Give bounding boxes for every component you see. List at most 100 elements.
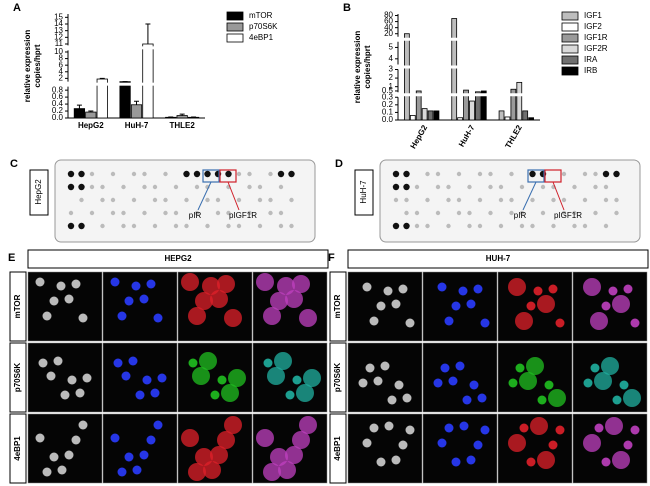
cell: [195, 448, 213, 466]
panel-label: E: [8, 252, 15, 264]
blot-spot: [236, 223, 242, 229]
blot-spot: [403, 183, 410, 191]
legend-label: p70S6K: [249, 22, 278, 31]
blot-spot: [561, 197, 567, 203]
cell: [369, 316, 379, 326]
row-label: mTOR: [333, 294, 342, 318]
legend-label: IRB: [584, 66, 597, 75]
cell: [444, 316, 454, 326]
cell: [157, 373, 167, 383]
axis-break: [69, 82, 206, 86]
blot-spot: [488, 171, 493, 177]
blot-spot: [561, 210, 567, 216]
blot-spot: [582, 171, 588, 177]
cell: [583, 378, 593, 388]
cell: [270, 292, 288, 310]
cell: [131, 281, 141, 291]
sample-box: [29, 169, 49, 216]
blot-spot: [498, 184, 504, 190]
blot-spot: [572, 184, 577, 190]
error-bar: [76, 104, 82, 109]
annotation: pIGF1R: [554, 211, 582, 220]
blot-spot: [435, 184, 441, 190]
cell: [601, 457, 611, 467]
blot-spot: [268, 171, 273, 177]
error-bar: [179, 113, 185, 116]
row-label: 4eBP1: [333, 436, 342, 461]
blot-spot: [446, 223, 451, 229]
blot-spot: [205, 197, 210, 203]
bar: [498, 110, 505, 121]
blot-spot: [593, 210, 598, 216]
bar: [451, 18, 458, 121]
cell: [537, 395, 547, 405]
y-tick-label: 14: [54, 19, 63, 28]
header-label: HUH-7: [486, 254, 511, 263]
y-tick-label: 4: [389, 54, 394, 63]
bar: [528, 117, 534, 121]
bar: [119, 81, 131, 119]
y-tick-label: 15: [54, 12, 63, 21]
blot-spot: [530, 197, 535, 203]
y-tick-label: 10: [54, 47, 63, 56]
cell: [150, 388, 160, 398]
legend-label: IGF2: [584, 22, 602, 31]
cell: [362, 438, 372, 448]
axis-break: [399, 93, 541, 97]
cell: [530, 417, 548, 435]
bar: [142, 43, 154, 119]
bar: [85, 111, 97, 119]
blot-spot: [614, 210, 619, 216]
cell: [508, 434, 526, 452]
cell: [128, 356, 138, 366]
cell: [405, 425, 415, 435]
legend-swatch: [561, 33, 579, 43]
blot-spot: [540, 210, 546, 216]
cell: [71, 435, 81, 445]
bar: [469, 100, 475, 121]
cell: [181, 273, 199, 291]
cell: [519, 372, 537, 390]
cell: [188, 463, 206, 481]
cell: [537, 451, 555, 469]
bar: [433, 110, 440, 121]
panel-label: D: [335, 158, 343, 170]
cell: [515, 363, 525, 373]
blot-spot: [67, 183, 75, 191]
cell: [376, 457, 386, 467]
cell: [124, 452, 134, 462]
cell: [142, 375, 152, 385]
y-tick-label: 8: [59, 54, 64, 63]
cell: [612, 295, 630, 313]
cell: [459, 421, 469, 431]
axis-break: [399, 65, 541, 69]
blot-spot: [89, 171, 95, 177]
bar: [522, 110, 529, 121]
cell: [526, 357, 544, 375]
blot-spot: [79, 197, 84, 203]
blot-spot: [142, 184, 147, 190]
cell: [594, 423, 604, 433]
cell: [217, 431, 235, 449]
bar: [130, 104, 143, 119]
micrograph: [252, 342, 328, 413]
cell: [277, 277, 295, 295]
blot-spot: [152, 223, 158, 229]
blot-spot: [435, 210, 441, 216]
blot-spot: [414, 184, 420, 190]
cell: [630, 425, 640, 435]
blot-spot: [131, 223, 137, 229]
blot-spot: [392, 222, 400, 230]
row-box: [329, 342, 347, 413]
cell: [153, 313, 163, 323]
cell: [64, 294, 74, 304]
cell: [110, 433, 120, 443]
cell: [110, 277, 120, 287]
bar: [176, 115, 188, 119]
blot-spot: [603, 197, 609, 203]
arrow: [552, 181, 565, 211]
blot-spot: [247, 184, 252, 190]
bar: [510, 88, 517, 121]
blot-spot: [403, 170, 410, 178]
